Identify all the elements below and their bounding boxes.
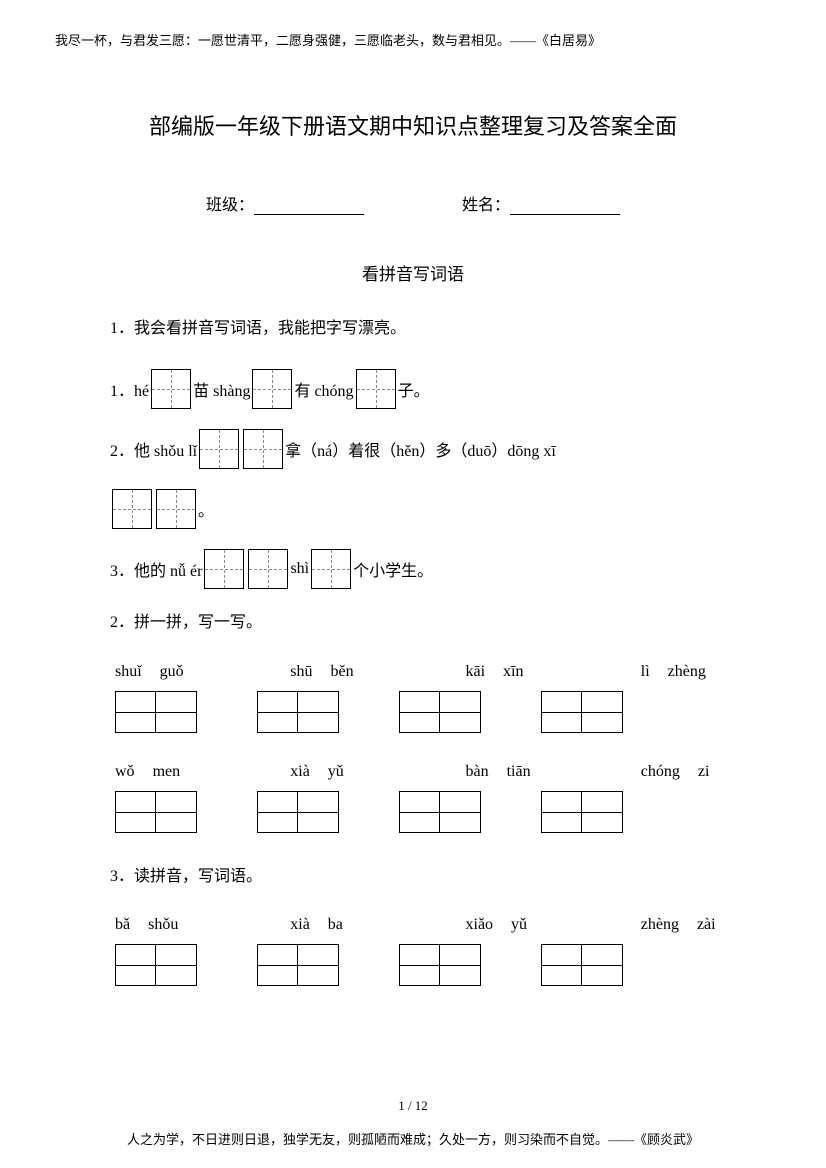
pinyin: xià — [290, 763, 310, 781]
section-title: 看拼音写词语 — [50, 260, 776, 285]
pinyin: yǔ — [328, 763, 344, 781]
q2-pinyin-row2: wǒmen xiàyǔ bàntiān chóngzi — [110, 763, 756, 781]
student-info-row: 班级： 姓名： — [50, 191, 776, 215]
name-input-line[interactable] — [510, 199, 620, 215]
pair-box[interactable] — [115, 791, 197, 833]
q1-line3: 3．他的 nǚ ér shì 个小学生。 — [110, 549, 756, 589]
q1-line1: 1．hé 苗 shàng 有 chóng 子。 — [110, 369, 756, 409]
pinyin: běn — [330, 663, 353, 681]
pinyin: chóng — [641, 763, 680, 781]
pinyin: men — [153, 763, 181, 781]
text: 子。 — [398, 377, 430, 401]
q2-box-row2 — [110, 791, 756, 833]
pair-box[interactable] — [541, 944, 623, 986]
char-box[interactable] — [199, 429, 239, 469]
pinyin: zài — [697, 916, 716, 934]
page-number: 1 / 12 — [0, 1098, 826, 1114]
question-1-prompt: 1．我会看拼音写词语，我能把字写漂亮。 — [110, 315, 756, 344]
q1-line2b: 。 — [110, 489, 756, 529]
pair-box[interactable] — [257, 791, 339, 833]
pinyin: bàn — [466, 763, 489, 781]
pinyin: bǎ — [115, 916, 130, 934]
text: 。 — [198, 497, 214, 521]
text: 3．他的 nǚ ér — [110, 557, 202, 581]
pair-box[interactable] — [257, 944, 339, 986]
pinyin: xià — [290, 916, 310, 934]
pinyin: shuǐ — [115, 663, 142, 681]
char-box[interactable] — [252, 369, 292, 409]
pair-box[interactable] — [115, 944, 197, 986]
text: 2．他 shǒu lǐ — [110, 437, 197, 461]
text: 个小学生。 — [353, 557, 433, 581]
text: 苗 shàng — [193, 377, 250, 401]
pinyin: yǔ — [511, 916, 527, 934]
question-3-prompt: 3．读拼音，写词语。 — [110, 863, 756, 892]
pinyin: zhèng — [641, 916, 679, 934]
char-box[interactable] — [151, 369, 191, 409]
char-box[interactable] — [248, 549, 288, 589]
pinyin: wǒ — [115, 763, 135, 781]
header-quote: 我尽一杯，与君发三愿：一愿世清平，二愿身强健，三愿临老头，数与君相见。——《白居… — [50, 30, 776, 49]
char-box[interactable] — [311, 549, 351, 589]
pair-box[interactable] — [399, 944, 481, 986]
name-label: 姓名： — [462, 191, 510, 215]
pinyin: shū — [290, 663, 312, 681]
pinyin: lì — [641, 663, 650, 681]
content-area: 1．我会看拼音写词语，我能把字写漂亮。 1．hé 苗 shàng 有 chóng… — [50, 315, 776, 986]
q3-box-row1 — [110, 944, 756, 986]
q2-pinyin-row1: shuǐguǒ shūběn kāixīn lìzhèng — [110, 663, 756, 681]
pinyin: xiǎo — [466, 916, 494, 934]
pinyin: zi — [698, 763, 710, 781]
page-title: 部编版一年级下册语文期中知识点整理复习及答案全面 — [50, 109, 776, 141]
q1-line2: 2．他 shǒu lǐ 拿（ná）着很（hěn）多（duō）dōng xī — [110, 429, 756, 469]
pinyin: shǒu — [148, 916, 178, 934]
pair-box[interactable] — [541, 791, 623, 833]
char-box[interactable] — [156, 489, 196, 529]
char-box[interactable] — [204, 549, 244, 589]
pinyin: tiān — [507, 763, 531, 781]
pinyin: kāi — [466, 663, 486, 681]
char-box[interactable] — [112, 489, 152, 529]
pair-box[interactable] — [257, 691, 339, 733]
q3-pinyin-row1: bǎshǒu xiàba xiǎoyǔ zhèng zài — [110, 916, 756, 934]
class-input-line[interactable] — [254, 199, 364, 215]
char-box[interactable] — [243, 429, 283, 469]
footer-quote: 人之为学，不日进则日退，独学无友，则孤陋而难成；久处一方，则习染而不自觉。——《… — [0, 1129, 826, 1148]
pair-box[interactable] — [399, 791, 481, 833]
pinyin: zhèng — [668, 663, 706, 681]
text: 1．hé — [110, 377, 149, 401]
pair-box[interactable] — [541, 691, 623, 733]
question-2-prompt: 2．拼一拼，写一写。 — [110, 609, 756, 638]
pinyin: guǒ — [160, 663, 184, 681]
text: shì — [290, 560, 309, 578]
pair-box[interactable] — [399, 691, 481, 733]
pinyin: ba — [328, 916, 343, 934]
q2-box-row1 — [110, 691, 756, 733]
char-box[interactable] — [356, 369, 396, 409]
text: 有 chóng — [294, 377, 353, 401]
class-label: 班级： — [206, 191, 254, 215]
pinyin: xīn — [503, 663, 523, 681]
text: 拿（ná）着很（hěn）多（duō）dōng xī — [285, 437, 556, 461]
pair-box[interactable] — [115, 691, 197, 733]
footer: 1 / 12 人之为学，不日进则日退，独学无友，则孤陋而难成；久处一方，则习染而… — [0, 1098, 826, 1148]
